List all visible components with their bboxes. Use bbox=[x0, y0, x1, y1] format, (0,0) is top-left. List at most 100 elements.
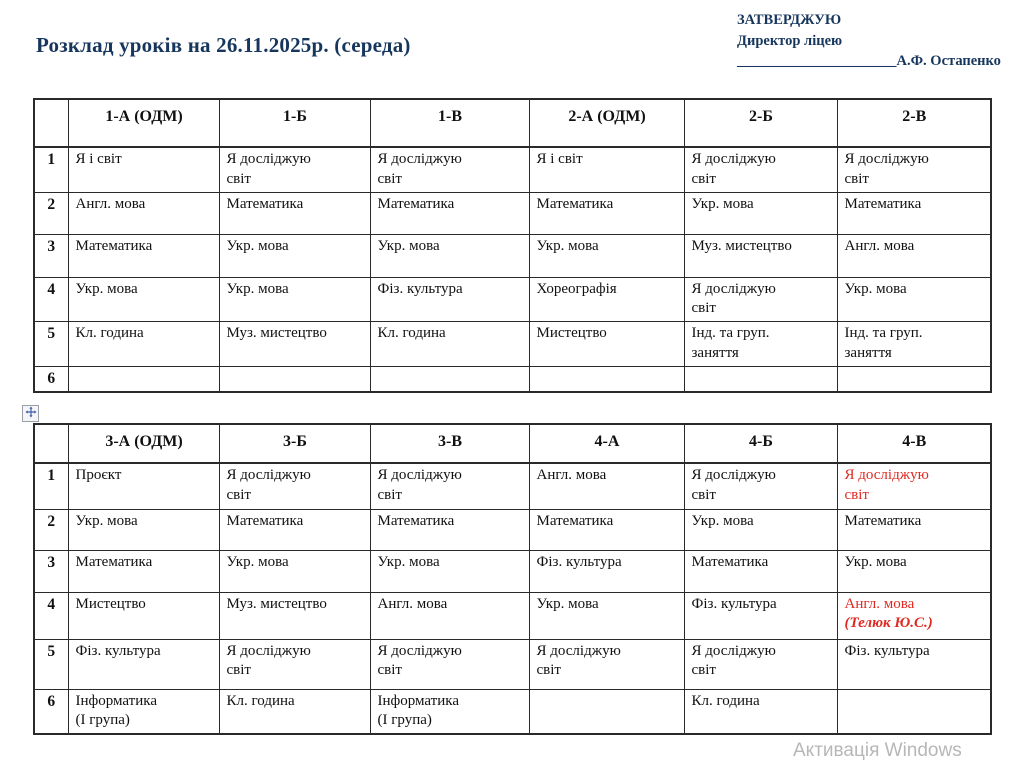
column-header-1-Б[interactable]: 1-Б bbox=[218, 98, 371, 148]
lesson-number-cell[interactable]: 3 bbox=[33, 233, 69, 278]
schedule-cell[interactable] bbox=[528, 688, 685, 735]
lesson-number-cell[interactable]: 1 bbox=[33, 146, 69, 193]
schedule-cell[interactable]: Англ. мова bbox=[67, 191, 220, 235]
schedule-cell[interactable]: Укр. мова bbox=[67, 508, 220, 551]
schedule-cell[interactable]: Математика bbox=[683, 549, 838, 593]
lesson-number-cell[interactable]: 3 bbox=[33, 549, 69, 593]
schedule-cell[interactable]: Укр. мова bbox=[218, 233, 371, 278]
schedule-cell[interactable]: Математика bbox=[836, 191, 992, 235]
schedule-cell[interactable]: Математика bbox=[836, 508, 992, 551]
schedule-cell[interactable]: Математика bbox=[67, 233, 220, 278]
schedule-cell[interactable]: Я і світ bbox=[528, 146, 685, 193]
schedule-cell[interactable]: Фіз. культура bbox=[67, 638, 220, 690]
schedule-cell[interactable]: Математика bbox=[528, 508, 685, 551]
schedule-cell[interactable]: Математика bbox=[218, 508, 371, 551]
schedule-cell[interactable]: Я досліджую світ bbox=[528, 638, 685, 690]
schedule-cell[interactable]: Математика bbox=[67, 549, 220, 593]
schedule-cell[interactable]: Кл. година bbox=[218, 688, 371, 735]
column-header-2-В[interactable]: 2-В bbox=[836, 98, 992, 148]
schedule-cell[interactable]: Муз. мистецтво bbox=[683, 233, 838, 278]
schedule-cell[interactable]: Укр. мова bbox=[369, 233, 530, 278]
column-header-3-В[interactable]: 3-В bbox=[369, 423, 530, 464]
schedule-cell[interactable]: Муз. мистецтво bbox=[218, 591, 371, 640]
schedule-cell[interactable]: Фіз. культура bbox=[683, 591, 838, 640]
schedule-cell[interactable]: Кл. година bbox=[683, 688, 838, 735]
schedule-cell[interactable]: Математика bbox=[369, 508, 530, 551]
schedule-cell[interactable]: Я досліджую світ bbox=[683, 276, 838, 323]
schedule-cell[interactable]: Кл. година bbox=[369, 321, 530, 367]
column-header-1-В[interactable]: 1-В bbox=[369, 98, 530, 148]
schedule-cell[interactable]: Укр. мова bbox=[836, 549, 992, 593]
schedule-cell[interactable]: Укр. мова bbox=[528, 591, 685, 640]
schedule-cell[interactable]: Я досліджую світ bbox=[369, 146, 530, 193]
schedule-cell[interactable]: Я досліджую світ bbox=[683, 638, 838, 690]
schedule-cell[interactable] bbox=[528, 365, 685, 393]
schedule-cell[interactable] bbox=[369, 365, 530, 393]
schedule-cell[interactable]: Фіз. культура bbox=[528, 549, 685, 593]
schedule-cell[interactable]: Укр. мова bbox=[218, 276, 371, 323]
schedule-cell[interactable]: Укр. мова bbox=[67, 276, 220, 323]
schedule-cell[interactable]: Англ. мова (Телюк Ю.С.) bbox=[836, 591, 992, 640]
schedule-cell[interactable]: Я досліджую світ bbox=[218, 638, 371, 690]
lesson-number-cell[interactable]: 4 bbox=[33, 276, 69, 323]
schedule-cell[interactable]: Муз. мистецтво bbox=[218, 321, 371, 367]
lesson-number-cell[interactable]: 4 bbox=[33, 591, 69, 640]
schedule-cell[interactable]: Я досліджую світ bbox=[836, 146, 992, 193]
column-header-4-Б[interactable]: 4-Б bbox=[683, 423, 838, 464]
schedule-cell[interactable]: Укр. мова bbox=[683, 191, 838, 235]
schedule-cell[interactable]: Інформатика (І група) bbox=[67, 688, 220, 735]
schedule-cell[interactable]: Фіз. культура bbox=[836, 638, 992, 690]
lesson-number-cell[interactable]: 1 bbox=[33, 462, 69, 510]
schedule-cell[interactable]: Я досліджую світ bbox=[218, 462, 371, 510]
schedule-cell[interactable]: Хореографія bbox=[528, 276, 685, 323]
corner-header-cell[interactable] bbox=[33, 98, 69, 148]
lesson-number-cell[interactable]: 5 bbox=[33, 321, 69, 367]
schedule-table-grades-3-4[interactable]: 3-А (ОДМ) 3-Б 3-В 4-А 4-Б 4-В 1 Проєкт Я дослідж… bbox=[33, 423, 992, 736]
corner-header-cell[interactable] bbox=[33, 423, 69, 464]
schedule-cell[interactable]: Укр. мова bbox=[218, 549, 371, 593]
schedule-cell[interactable]: Англ. мова bbox=[836, 233, 992, 278]
schedule-cell[interactable]: Фіз. культура bbox=[369, 276, 530, 323]
schedule-cell[interactable]: Я досліджую світ bbox=[683, 462, 838, 510]
schedule-cell[interactable]: Інформатика (І група) bbox=[369, 688, 530, 735]
schedule-cell[interactable]: Я досліджую світ bbox=[369, 462, 530, 510]
column-header-3-А (ОДМ)[interactable]: 3-А (ОДМ) bbox=[67, 423, 220, 464]
column-header-1-А (ОДМ)[interactable]: 1-А (ОДМ) bbox=[67, 98, 220, 148]
schedule-cell[interactable] bbox=[836, 365, 992, 393]
schedule-cell[interactable]: Укр. мова bbox=[836, 276, 992, 323]
schedule-cell[interactable] bbox=[218, 365, 371, 393]
schedule-cell[interactable]: Укр. мова bbox=[528, 233, 685, 278]
schedule-cell[interactable]: Англ. мова bbox=[528, 462, 685, 510]
schedule-cell[interactable]: Я досліджую світ bbox=[683, 146, 838, 193]
schedule-cell[interactable]: Проєкт bbox=[67, 462, 220, 510]
column-header-2-Б[interactable]: 2-Б bbox=[683, 98, 838, 148]
column-header-4-В[interactable]: 4-В bbox=[836, 423, 992, 464]
schedule-cell[interactable]: Я досліджую світ bbox=[836, 462, 992, 510]
schedule-cell[interactable]: Укр. мова bbox=[683, 508, 838, 551]
lesson-number-cell[interactable]: 6 bbox=[33, 688, 69, 735]
schedule-cell[interactable]: Інд. та груп. заняття bbox=[683, 321, 838, 367]
schedule-cell[interactable]: Укр. мова bbox=[369, 549, 530, 593]
lesson-number-cell[interactable]: 2 bbox=[33, 508, 69, 551]
lesson-number-cell[interactable]: 6 bbox=[33, 365, 69, 393]
schedule-table-grades-1-2[interactable]: 1-А (ОДМ) 1-Б 1-В 2-А (ОДМ) 2-Б 2-В 1 Я і світ Я… bbox=[33, 98, 992, 394]
schedule-cell[interactable]: Математика bbox=[369, 191, 530, 235]
schedule-cell[interactable]: Математика bbox=[528, 191, 685, 235]
schedule-cell[interactable]: Мистецтво bbox=[67, 591, 220, 640]
schedule-cell[interactable]: Кл. година bbox=[67, 321, 220, 367]
schedule-cell[interactable] bbox=[836, 688, 992, 735]
lesson-number-cell[interactable]: 2 bbox=[33, 191, 69, 235]
column-header-3-Б[interactable]: 3-Б bbox=[218, 423, 371, 464]
column-header-2-А (ОДМ)[interactable]: 2-А (ОДМ) bbox=[528, 98, 685, 148]
schedule-cell[interactable] bbox=[67, 365, 220, 393]
schedule-cell[interactable]: Я досліджую світ bbox=[369, 638, 530, 690]
schedule-cell[interactable]: Я і світ bbox=[67, 146, 220, 193]
schedule-cell[interactable]: Англ. мова bbox=[369, 591, 530, 640]
lesson-number-cell[interactable]: 5 bbox=[33, 638, 69, 690]
column-header-4-А[interactable]: 4-А bbox=[528, 423, 685, 464]
schedule-cell[interactable]: Я досліджую світ bbox=[218, 146, 371, 193]
schedule-cell[interactable]: Математика bbox=[218, 191, 371, 235]
schedule-cell[interactable]: Інд. та груп. заняття bbox=[836, 321, 992, 367]
table-move-handle[interactable] bbox=[22, 405, 39, 422]
schedule-cell[interactable] bbox=[683, 365, 838, 393]
